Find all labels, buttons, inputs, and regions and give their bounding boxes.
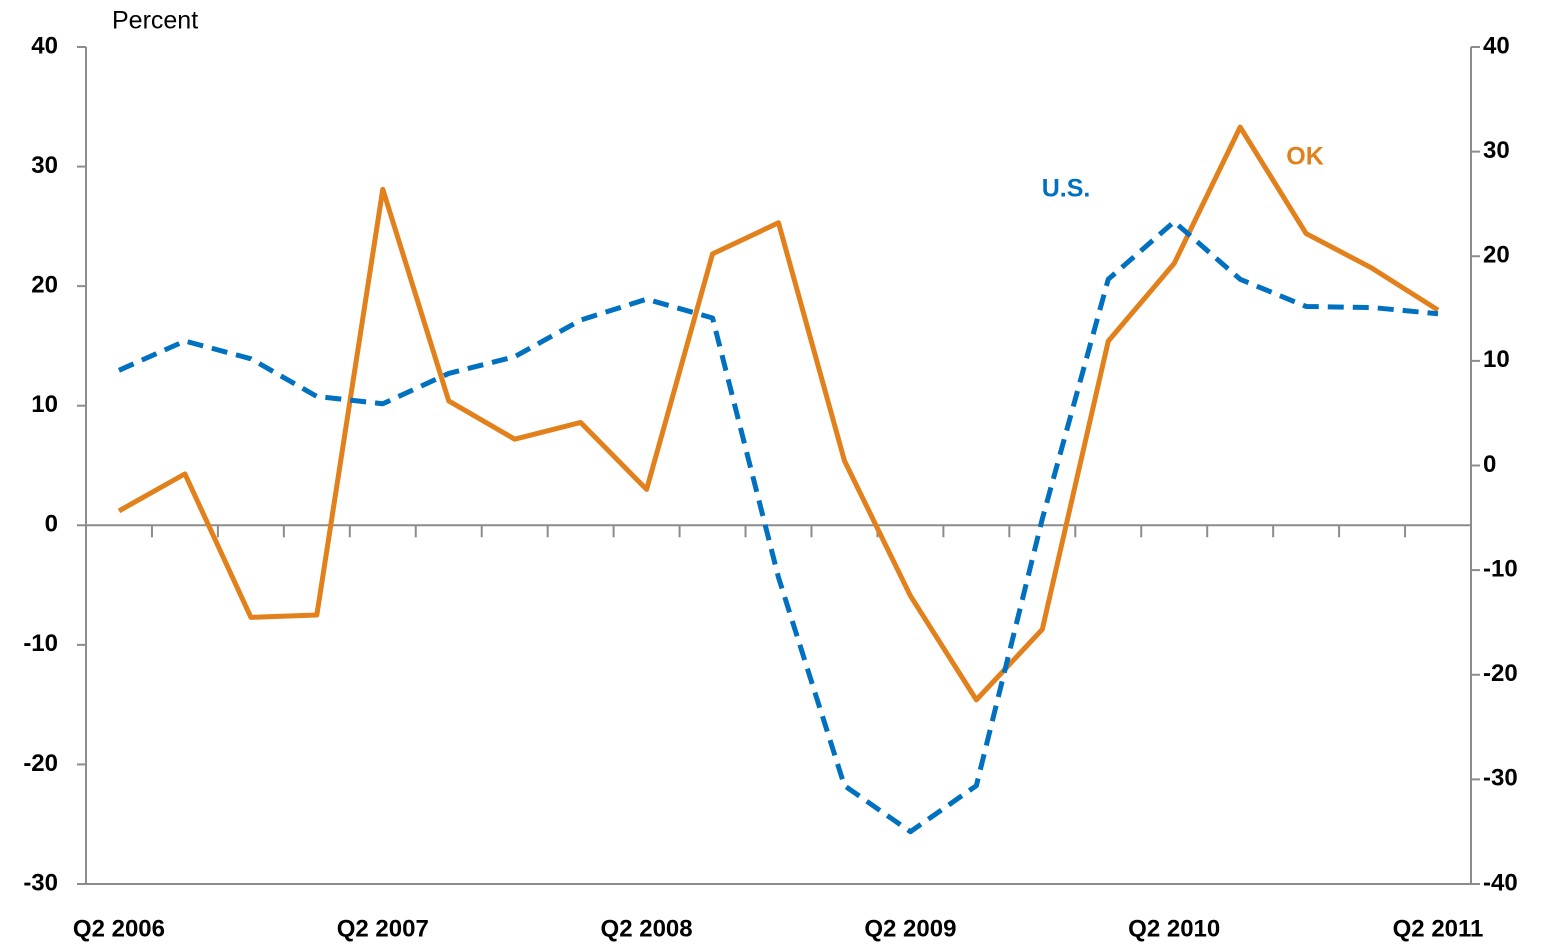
y2-tick-label: -10 xyxy=(1483,555,1518,582)
y-tick-label: 20 xyxy=(31,271,58,298)
y-tick-label: 40 xyxy=(31,32,58,59)
y-tick-label: 0 xyxy=(45,511,58,538)
x-tick-label: Q2 2006 xyxy=(73,915,165,942)
y-tick-label: 10 xyxy=(31,391,58,418)
series-line xyxy=(117,124,1440,703)
y-tick-label: 30 xyxy=(31,152,58,179)
y-tick-label: -30 xyxy=(23,869,58,896)
y-tick-label: -20 xyxy=(23,750,58,777)
x-tick-label: Q2 2008 xyxy=(601,915,693,942)
y2-tick-label: -20 xyxy=(1483,660,1518,687)
x-tick-label: Q2 2009 xyxy=(864,915,956,942)
y2-tick-label: 40 xyxy=(1483,32,1510,59)
x-tick-label: Q2 2011 xyxy=(1393,915,1484,942)
series-label: U.S. xyxy=(1042,175,1091,203)
y2-tick-label: 30 xyxy=(1483,137,1510,164)
series-label: OK xyxy=(1286,143,1324,171)
y-axis-label: Percent xyxy=(112,7,198,35)
y-tick-label: -10 xyxy=(23,630,58,657)
y2-tick-label: 10 xyxy=(1483,346,1510,373)
y2-tick-label: 0 xyxy=(1483,451,1496,478)
y2-tick-label: 20 xyxy=(1483,242,1510,269)
x-tick-label: Q2 2007 xyxy=(337,915,429,942)
y2-tick-label: -40 xyxy=(1483,869,1518,896)
y2-tick-label: -30 xyxy=(1483,765,1518,792)
x-tick-label: Q2 2010 xyxy=(1128,915,1220,942)
series-line xyxy=(117,219,1439,835)
